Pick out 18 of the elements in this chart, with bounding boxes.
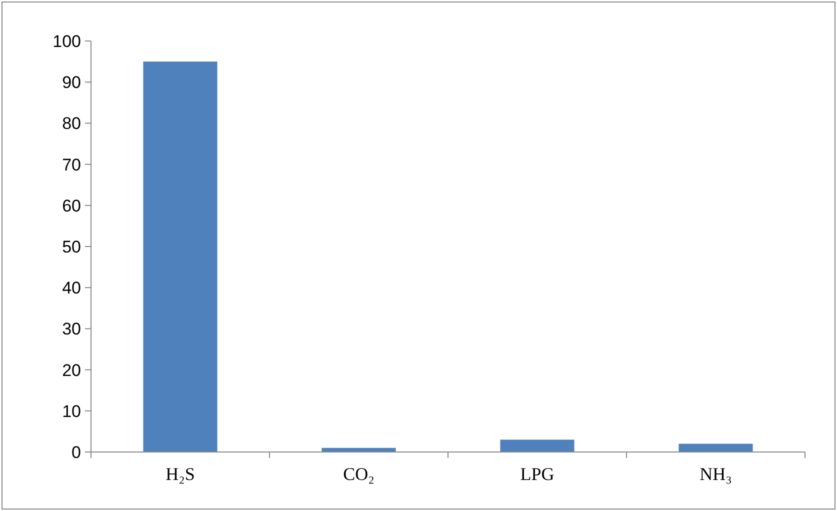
x-tick-label: CO₂ xyxy=(343,464,374,484)
y-tick-label: 40 xyxy=(62,278,81,298)
x-tick-label: NH₃ xyxy=(700,464,732,484)
y-tick-label: 30 xyxy=(62,320,81,339)
y-tick-label: 70 xyxy=(62,155,81,174)
x-tick-label: H₂S xyxy=(166,464,195,484)
bar xyxy=(143,62,218,452)
y-tick-label: 60 xyxy=(62,196,81,216)
x-tick-label: LPG xyxy=(520,464,554,484)
y-tick-label: 20 xyxy=(62,360,81,380)
y-tick-label: 10 xyxy=(62,402,81,421)
y-tick-label: 80 xyxy=(62,114,81,134)
y-tick-label: 50 xyxy=(62,237,81,256)
y-tick-label: 100 xyxy=(52,32,81,51)
y-tick-label: 90 xyxy=(62,73,81,92)
bar xyxy=(500,440,574,452)
bar xyxy=(678,444,753,452)
y-tick-label: 0 xyxy=(72,442,81,462)
